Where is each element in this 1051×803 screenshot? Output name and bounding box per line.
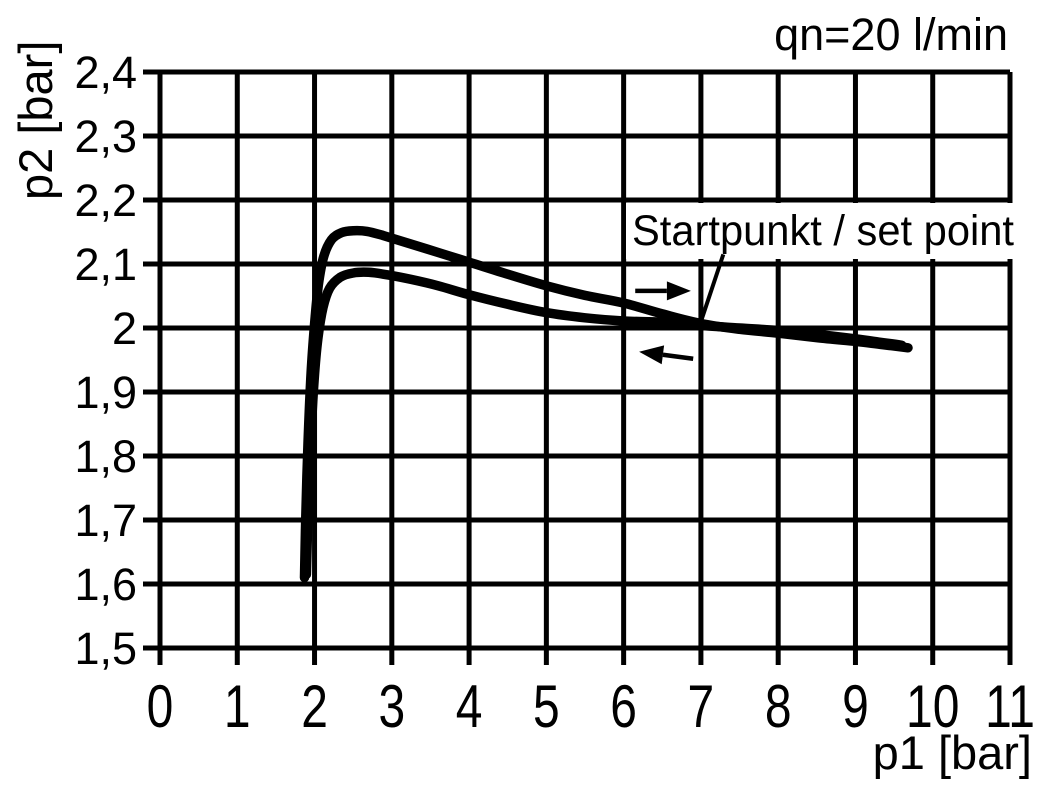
return-direction-arrow (639, 345, 694, 365)
return-direction-arrow-shaft (662, 352, 694, 361)
forward-direction-arrow-head-icon (666, 281, 691, 301)
y-tick-label: 1,6 (74, 559, 137, 610)
y-tick-label: 2,4 (74, 47, 137, 98)
x-tick-label: 10 (906, 673, 959, 740)
x-tick-label: 0 (147, 673, 174, 740)
x-tick-label: 2 (301, 673, 328, 740)
set-point-annotation: Startpunkt / set point (632, 207, 1014, 255)
x-tick-label: 4 (456, 673, 483, 740)
x-tick-label: 11 (985, 673, 1035, 740)
x-tick-label: 1 (224, 673, 251, 740)
flow-rate-annotation: qn=20 l/min (774, 9, 1008, 60)
y-tick-label: 1,8 (74, 431, 137, 482)
x-axis-title: p1 [bar] (873, 726, 1032, 779)
x-tick-label: 6 (610, 673, 637, 740)
y-tick-label: 2,2 (74, 175, 137, 226)
x-tick-label: 3 (378, 673, 405, 740)
y-tick-label: 1,7 (74, 495, 137, 546)
x-tick-label: 9 (842, 673, 869, 740)
hysteresis-curves (299, 225, 913, 583)
annotation-marks (635, 253, 726, 365)
tick-labels: 0 1 2 3 4 5 6 7 8 9 10 112,42,32,22,121,91,81,71,61… (74, 47, 1034, 740)
y-tick-label: 2,1 (74, 239, 137, 290)
y-tick-label: 2 (112, 303, 137, 354)
set-point-leader-line (699, 253, 726, 323)
return-direction-arrow-head-icon (639, 345, 665, 365)
forward-direction-arrow (635, 281, 691, 301)
curve-lower-branch-p1-decreasing (301, 267, 907, 580)
y-tick-label: 1,9 (74, 367, 137, 418)
x-tick-label: 8 (765, 673, 792, 740)
y-tick-label: 2,3 (74, 111, 137, 162)
y-tick-label: 1,5 (74, 623, 137, 674)
set-point-label-background (626, 203, 1018, 259)
grid-lines (143, 69, 1013, 665)
x-tick-label: 7 (688, 673, 715, 740)
y-axis-title: p2 [bar] (9, 41, 62, 200)
x-tick-label: 5 (533, 673, 560, 740)
